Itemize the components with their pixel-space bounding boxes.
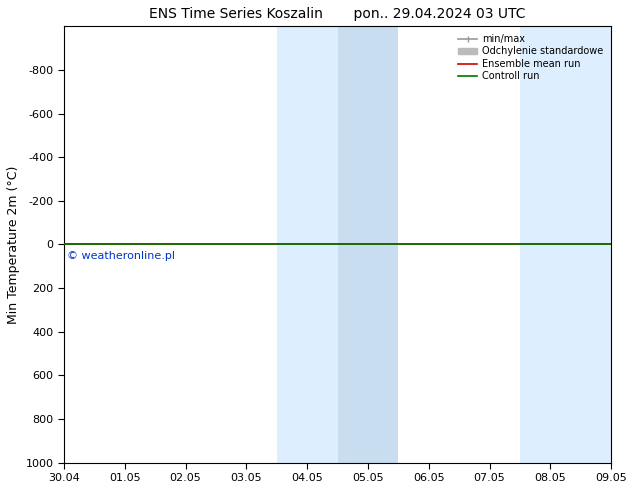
Y-axis label: Min Temperature 2m (°C): Min Temperature 2m (°C) — [7, 165, 20, 324]
Text: © weatheronline.pl: © weatheronline.pl — [67, 251, 175, 261]
Title: ENS Time Series Koszalin       pon.. 29.04.2024 03 UTC: ENS Time Series Koszalin pon.. 29.04.202… — [149, 7, 526, 21]
Legend: min/max, Odchylenie standardowe, Ensemble mean run, Controll run: min/max, Odchylenie standardowe, Ensembl… — [454, 30, 607, 85]
Bar — [277, 26, 337, 463]
Bar — [520, 26, 611, 463]
Bar — [337, 26, 398, 463]
